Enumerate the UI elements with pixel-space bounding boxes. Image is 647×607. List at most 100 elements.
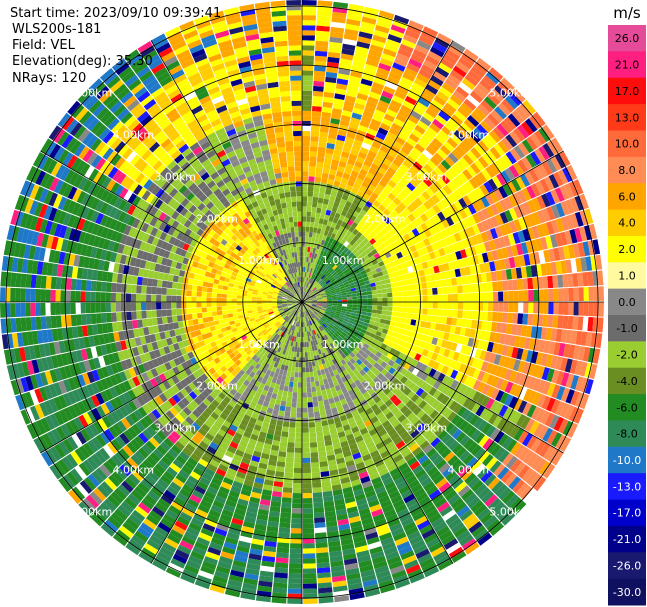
beam-cell [386, 267, 393, 274]
beam-cell [307, 300, 312, 302]
beam-cell [528, 168, 540, 183]
beam-cell [295, 357, 300, 363]
beam-cell [403, 186, 412, 195]
beam-cell [306, 251, 310, 258]
beam-cell [573, 179, 584, 195]
beam-cell [376, 256, 383, 263]
beam-cell [383, 85, 396, 95]
beam-cell [498, 186, 508, 199]
beam-cell [374, 109, 386, 118]
beam-cell [456, 318, 463, 327]
beam-cell [280, 400, 287, 407]
beam-cell [314, 60, 327, 67]
beam-cell [513, 205, 523, 219]
beam-cell [496, 123, 509, 137]
beam-cell [402, 159, 413, 169]
beam-cell [318, 279, 324, 285]
beam-cell [444, 122, 457, 134]
beam-cell [534, 148, 546, 163]
beam-cell [425, 145, 437, 156]
beam-cell [305, 262, 309, 268]
beam-cell [494, 226, 503, 238]
beam-cell [414, 124, 426, 135]
beam-cell [465, 134, 478, 147]
beam-cell [543, 302, 549, 314]
beam-cell [368, 91, 381, 100]
beam-cell [472, 201, 482, 213]
beam-cell [403, 341, 411, 349]
beam-cell [444, 270, 452, 279]
beam-cell [325, 265, 331, 271]
beam-cell [522, 278, 529, 290]
beam-cell [511, 178, 522, 192]
beam-cell [390, 67, 404, 77]
beam-cell [302, 246, 305, 252]
beam-cell [316, 303, 322, 306]
beam-cell [304, 287, 307, 293]
beam-cell [302, 80, 313, 86]
beam-cell [505, 268, 513, 280]
beam-cell [443, 246, 451, 255]
beam-cell [423, 238, 431, 247]
beam-cell [447, 152, 459, 164]
beam-cell [363, 137, 374, 146]
beam-cell [393, 350, 401, 357]
beam-cell [557, 274, 564, 288]
beam-cell [352, 257, 359, 264]
beam-cell [590, 255, 598, 271]
beam-cell [521, 187, 532, 201]
beam-cell [298, 377, 302, 383]
beam-cell [393, 118, 405, 128]
beam-cell [345, 184, 353, 192]
beam-cell [324, 157, 332, 164]
beam-cell [357, 36, 372, 45]
beam-cell [466, 94, 480, 107]
beam-cell [307, 283, 311, 289]
beam-cell [311, 295, 317, 299]
beam-cell [302, 462, 311, 469]
beam-cell [317, 285, 322, 290]
beam-cell [387, 213, 396, 221]
beam-cell [578, 302, 584, 316]
beam-cell [498, 291, 504, 302]
beam-cell [337, 270, 343, 276]
beam-cell [350, 70, 363, 79]
beam-cell [308, 267, 311, 273]
beam-cell [333, 1, 349, 9]
beam-cell [362, 223, 370, 231]
beam-cell [304, 342, 307, 348]
beam-cell [380, 235, 388, 243]
beam-cell [567, 273, 574, 288]
beam-cell [474, 244, 482, 255]
beam-cell [316, 390, 322, 397]
beam-cell [529, 420, 540, 435]
beam-cell [331, 292, 337, 296]
beam-cell [517, 230, 526, 243]
beam-cell [383, 274, 390, 280]
beam-cell [276, 552, 289, 559]
beam-cell [303, 578, 317, 584]
beam-cell [400, 334, 408, 342]
beam-cell [307, 392, 312, 398]
beam-cell [537, 379, 547, 394]
beam-cell [310, 381, 316, 388]
beam-cell [322, 101, 333, 108]
beam-cell [464, 180, 475, 192]
beam-cell [368, 49, 382, 58]
beam-cell [555, 356, 563, 371]
beam-cell [560, 372, 570, 387]
beam-cell [318, 288, 324, 292]
beam-cell [331, 306, 337, 310]
beam-cell [427, 79, 441, 91]
beam-cell [489, 400, 500, 412]
beam-cell [343, 281, 349, 286]
beam-cell [310, 457, 319, 463]
beam-cell [450, 133, 462, 145]
beam-cell [341, 259, 347, 265]
beam-cell [437, 221, 446, 231]
beam-cell [592, 239, 601, 255]
beam-cell [323, 91, 335, 99]
beam-cell [358, 331, 365, 337]
beam-cell [302, 140, 310, 147]
beam-cell [302, 508, 314, 514]
